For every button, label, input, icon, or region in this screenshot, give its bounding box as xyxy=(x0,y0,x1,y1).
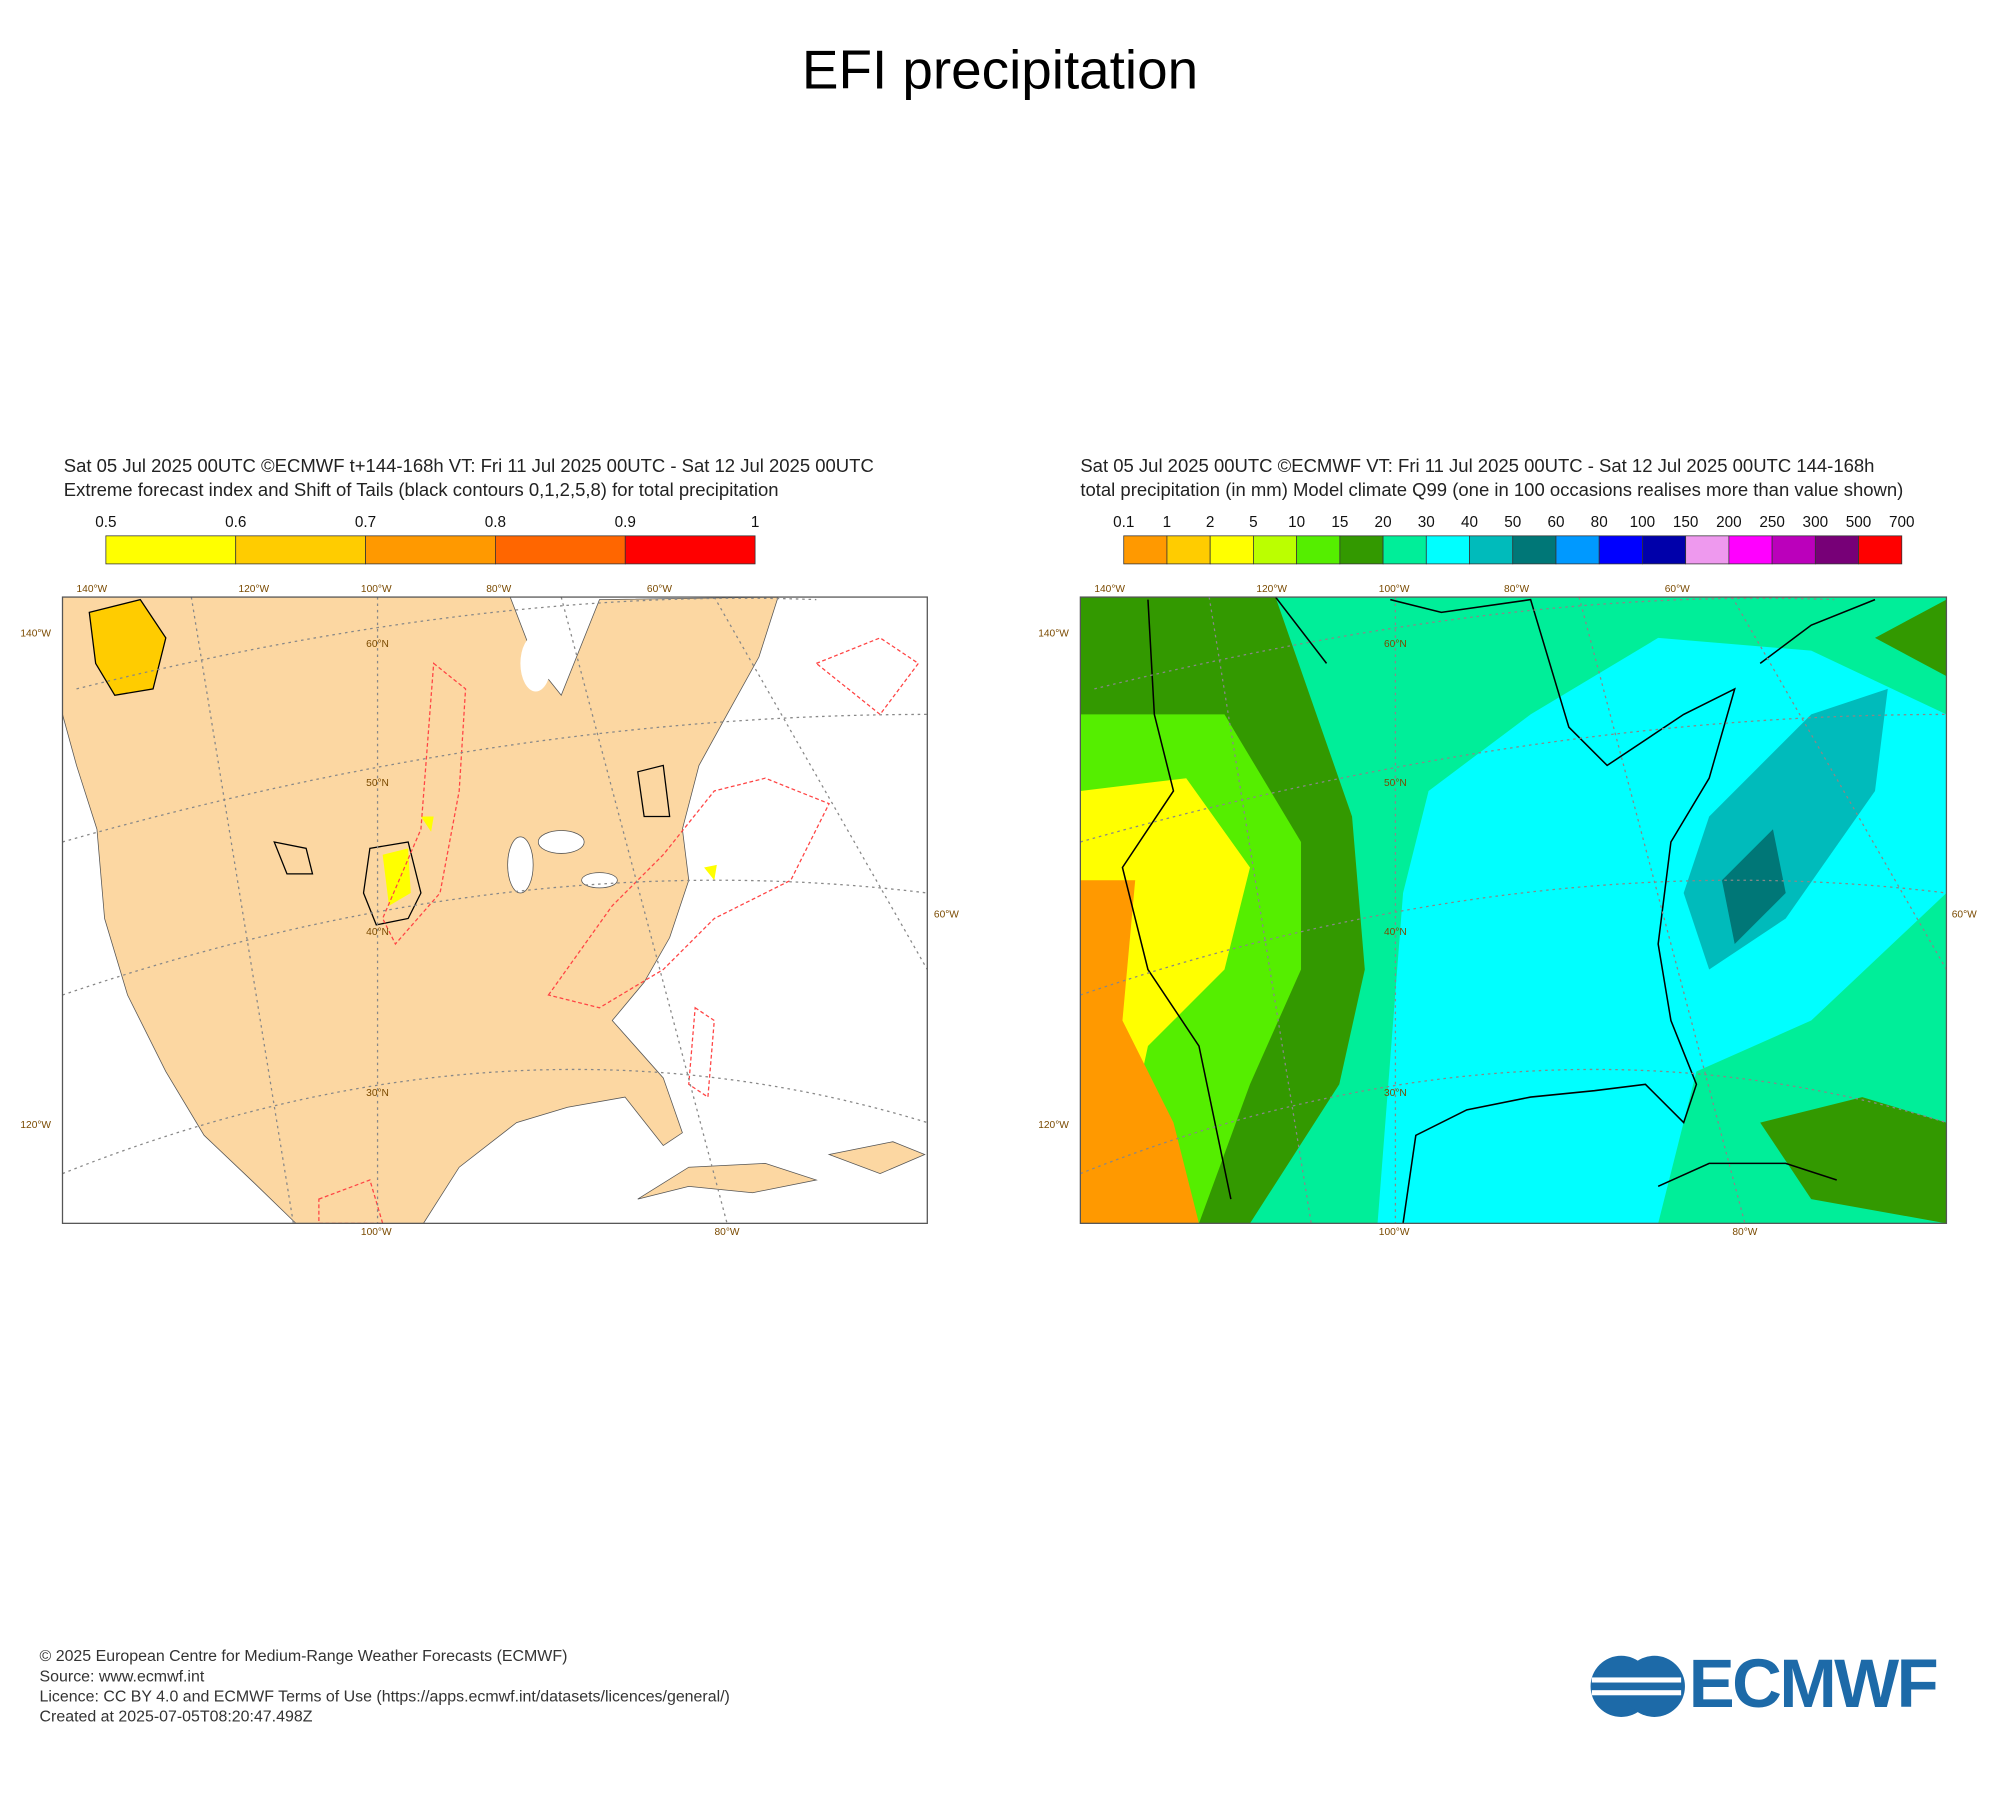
colorbar-label: 50 xyxy=(1504,514,1521,531)
colorbar-label: 5 xyxy=(1249,514,1258,531)
colorbar-segment xyxy=(1382,535,1427,565)
colorbar-segment xyxy=(1166,535,1211,565)
colorbar-segment xyxy=(1598,535,1643,565)
map-frame xyxy=(61,596,928,1224)
lon-label: 120°W xyxy=(1038,1120,1069,1131)
lon-label: 120°W xyxy=(20,1120,51,1131)
lon-label: 60°W xyxy=(1665,584,1690,595)
lon-label: 60°W xyxy=(1952,909,1977,920)
colorbar-segment xyxy=(235,535,366,565)
lat-label: 50°N xyxy=(366,778,389,789)
colorbar-segment xyxy=(1858,535,1903,565)
lon-label: 80°W xyxy=(715,1227,740,1238)
colorbar-label: 0.1 xyxy=(1113,514,1134,531)
colorbar-label: 2 xyxy=(1206,514,1215,531)
lon-label: 80°W xyxy=(1504,584,1529,595)
colorbar-segment xyxy=(1123,535,1168,565)
colorbar-label: 60 xyxy=(1547,514,1564,531)
panel-header: Sat 05 Jul 2025 00UTC ©ECMWF t+144-168h … xyxy=(64,455,874,476)
lat-label: 60°N xyxy=(1384,639,1407,650)
colorbar-label: 150 xyxy=(1673,514,1699,531)
colorbar-label: 200 xyxy=(1716,514,1742,531)
colorbar-segment xyxy=(105,535,237,565)
lon-label: 100°W xyxy=(1379,584,1410,595)
lon-label: 140°W xyxy=(76,584,107,595)
colorbar-segment xyxy=(365,535,496,565)
colorbar-label: 80 xyxy=(1591,514,1608,531)
colorbar-segment xyxy=(1814,535,1859,565)
colorbar-label: 700 xyxy=(1889,514,1915,531)
lon-label: 80°W xyxy=(486,584,511,595)
colorbar-segment xyxy=(1512,535,1557,565)
lat-label: 60°N xyxy=(366,639,389,650)
colorbar-segment xyxy=(1209,535,1254,565)
colorbar-segment xyxy=(1555,535,1600,565)
colorbar-label: 1 xyxy=(751,514,760,531)
panel-header: Extreme forecast index and Shift of Tail… xyxy=(64,479,779,500)
colorbar-label: 10 xyxy=(1288,514,1305,531)
lat-label: 30°N xyxy=(366,1088,389,1099)
lon-label: 100°W xyxy=(1379,1227,1410,1238)
panel-header: Sat 05 Jul 2025 00UTC ©ECMWF VT: Fri 11 … xyxy=(1080,455,1874,476)
logo-text: ECMWF xyxy=(1689,1645,1937,1722)
colorbar-label: 1 xyxy=(1163,514,1172,531)
map-frame xyxy=(1079,596,1948,1224)
colorbar-segment xyxy=(1771,535,1816,565)
lon-label: 60°W xyxy=(934,909,959,920)
colorbar-segment xyxy=(1685,535,1730,565)
panel-header: total precipitation (in mm) Model climat… xyxy=(1080,479,1903,500)
efi-map xyxy=(62,597,928,1224)
lon-label: 120°W xyxy=(238,584,269,595)
colorbar-label: 250 xyxy=(1759,514,1785,531)
lon-label: 140°W xyxy=(1094,584,1125,595)
colorbar-segment xyxy=(1253,535,1298,565)
colorbar-segment xyxy=(1296,535,1341,565)
colorbar-label: 300 xyxy=(1803,514,1829,531)
ecmwf-logo: ECMWF xyxy=(1590,1645,1939,1722)
colorbar-segment xyxy=(1339,535,1384,565)
lon-label: 80°W xyxy=(1732,1227,1757,1238)
colorbar-segment xyxy=(624,535,756,565)
colorbar-label: 20 xyxy=(1375,514,1392,531)
q99-map xyxy=(1080,597,1947,1224)
colorbar-segment xyxy=(1642,535,1687,565)
colorbar-label: 100 xyxy=(1630,514,1656,531)
lat-label: 30°N xyxy=(1384,1088,1407,1099)
lat-label: 40°N xyxy=(366,927,389,938)
lon-label: 140°W xyxy=(1038,629,1069,640)
lon-label: 140°W xyxy=(20,629,51,640)
lat-label: 40°N xyxy=(1384,927,1407,938)
footer-line: Source: www.ecmwf.int xyxy=(40,1668,205,1685)
lon-label: 100°W xyxy=(361,1227,392,1238)
colorbar-label: 30 xyxy=(1418,514,1435,531)
footer-line: Licence: CC BY 4.0 and ECMWF Terms of Us… xyxy=(40,1689,730,1706)
colorbar-label: 15 xyxy=(1331,514,1348,531)
colorbar-label: 0.8 xyxy=(485,514,506,531)
lon-label: 100°W xyxy=(361,584,392,595)
colorbar-segment xyxy=(1425,535,1470,565)
colorbar-segment xyxy=(1728,535,1773,565)
lon-label: 60°W xyxy=(647,584,672,595)
colorbar-label: 0.5 xyxy=(95,514,116,531)
colorbar-segment xyxy=(495,535,626,565)
colorbar-label: 0.6 xyxy=(225,514,246,531)
page-title: EFI precipitation xyxy=(802,39,1198,101)
lat-label: 50°N xyxy=(1384,778,1407,789)
footer-line: © 2025 European Centre for Medium-Range … xyxy=(40,1648,568,1665)
lon-label: 120°W xyxy=(1256,584,1287,595)
colorbar-label: 0.7 xyxy=(355,514,376,531)
colorbar-label: 500 xyxy=(1846,514,1872,531)
footer-line: Created at 2025-07-05T08:20:47.498Z xyxy=(40,1709,313,1726)
colorbar-segment xyxy=(1469,535,1514,565)
colorbar-label: 40 xyxy=(1461,514,1478,531)
colorbar-label: 0.9 xyxy=(615,514,636,531)
